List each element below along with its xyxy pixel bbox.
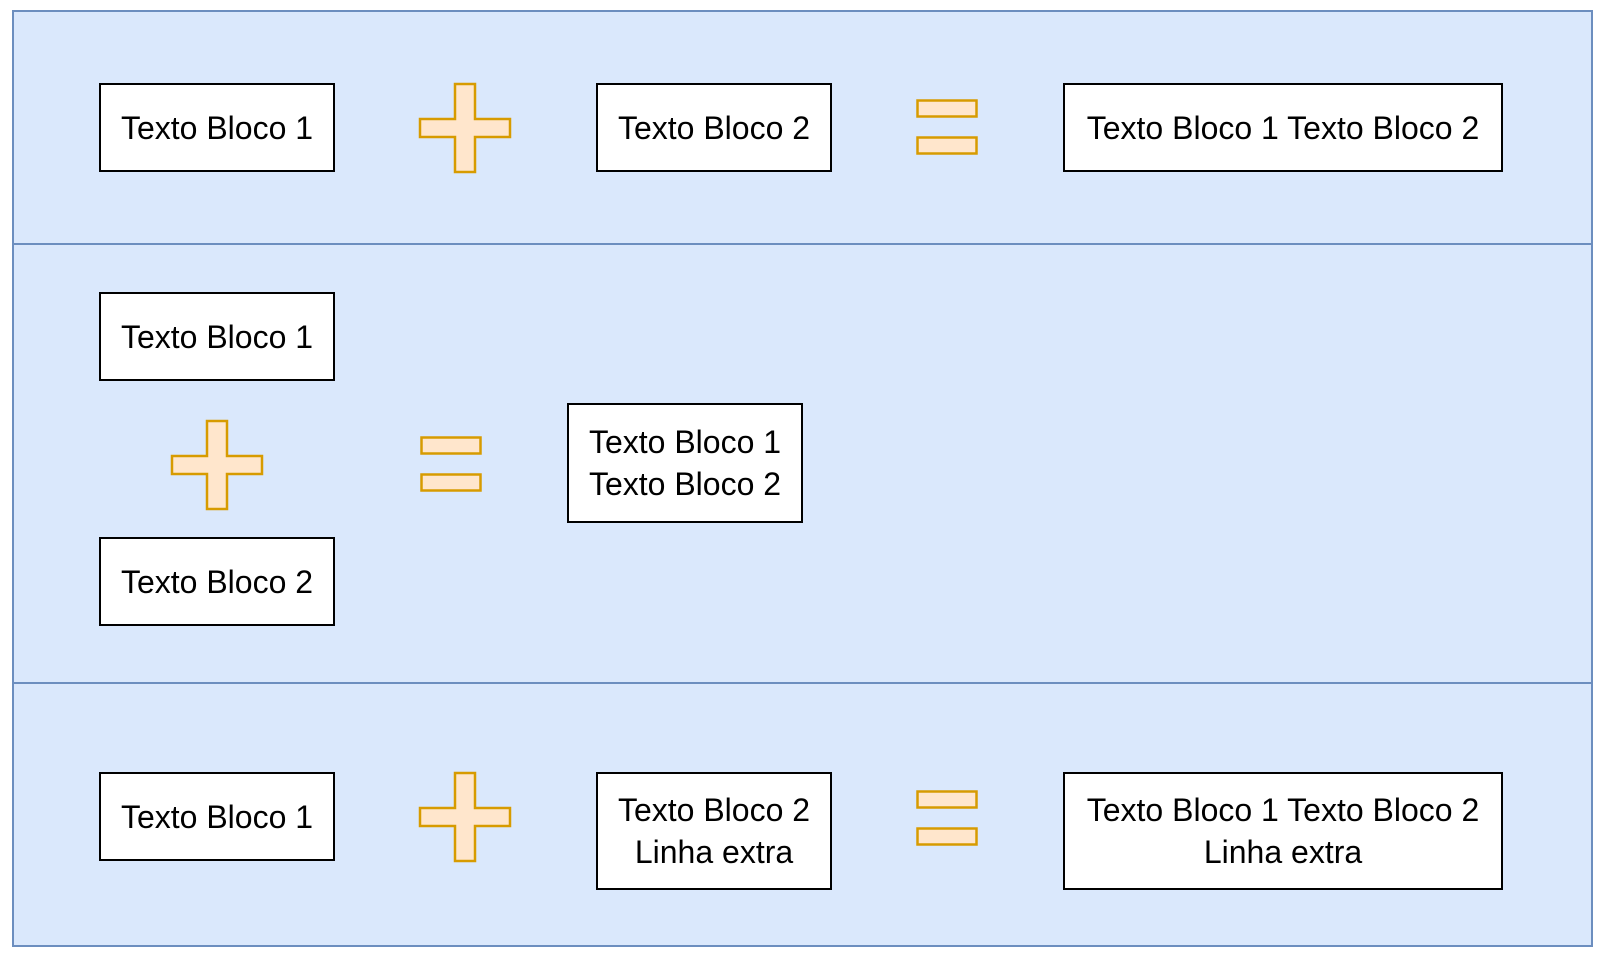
- result-block-line-1: Texto Bloco 1 Texto Bloco 2: [1086, 792, 1480, 828]
- text-block-2: Texto Bloco 2 Linha extra: [596, 772, 832, 890]
- result-block: Texto Bloco 1 Texto Bloco 2: [1063, 83, 1503, 172]
- plus-icon: [418, 771, 512, 863]
- text-block-1-label: Texto Bloco 1: [120, 798, 314, 835]
- plus-icon: [418, 82, 512, 174]
- result-block: Texto Bloco 1 Texto Bloco 2 Linha extra: [1063, 772, 1503, 890]
- plus-icon: [170, 419, 264, 511]
- equals-icon: [420, 436, 482, 492]
- text-block-2-label: Texto Bloco 2: [120, 563, 314, 600]
- text-block-1: Texto Bloco 1: [99, 772, 335, 861]
- text-block-2-label: Texto Bloco 2: [617, 109, 811, 146]
- text-block-1: Texto Bloco 1: [99, 292, 335, 381]
- text-block-2: Texto Bloco 2: [596, 83, 832, 172]
- text-block-2-line-2: Linha extra: [634, 834, 794, 870]
- text-block-2: Texto Bloco 2: [99, 537, 335, 626]
- text-block-1-label: Texto Bloco 1: [120, 109, 314, 146]
- result-block-label: Texto Bloco 1 Texto Bloco 2: [1086, 109, 1480, 146]
- result-block-line-1: Texto Bloco 1: [588, 424, 782, 460]
- equals-icon: [916, 99, 978, 155]
- text-block-1: Texto Bloco 1: [99, 83, 335, 172]
- result-block-line-2: Texto Bloco 2: [588, 466, 782, 502]
- text-block-1-label: Texto Bloco 1: [120, 318, 314, 355]
- text-block-2-line-1: Texto Bloco 2: [617, 792, 811, 828]
- result-block-line-2: Linha extra: [1203, 834, 1363, 870]
- result-block: Texto Bloco 1 Texto Bloco 2: [567, 403, 803, 523]
- equals-icon: [916, 790, 978, 846]
